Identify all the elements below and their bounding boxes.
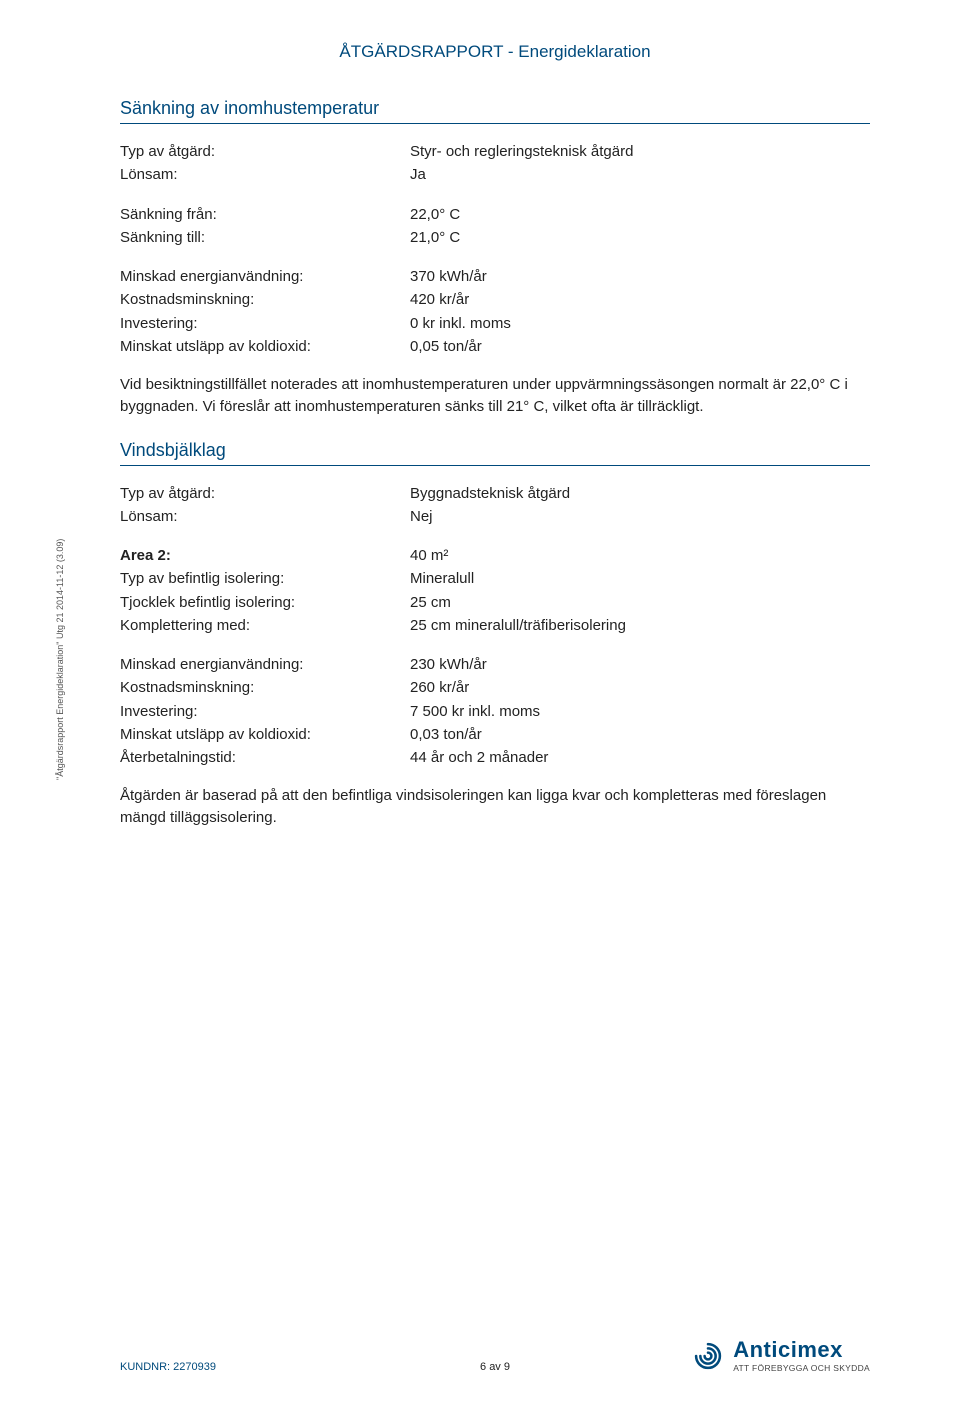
section-body-text: Vid besiktningstillfället noterades att … bbox=[120, 374, 870, 418]
section-sankning: Sänkning av inomhustemperatur Typ av åtg… bbox=[120, 98, 870, 418]
kv-block-2: Sänkning från: 22,0° C Sänkning till: 21… bbox=[120, 203, 870, 250]
kv-label: Minskat utsläpp av koldioxid: bbox=[120, 723, 410, 746]
kv-label: Minskad energianvändning: bbox=[120, 653, 410, 676]
kv-value: Ja bbox=[410, 163, 870, 186]
kv-label: Lönsam: bbox=[120, 505, 410, 528]
kv-row: Area 2: 40 m² bbox=[120, 544, 870, 567]
kv-block-2: Area 2: 40 m² Typ av befintlig isolering… bbox=[120, 544, 870, 637]
kv-row: Komplettering med: 25 cm mineralull/träf… bbox=[120, 614, 870, 637]
kv-row: Kostnadsminskning: 420 kr/år bbox=[120, 288, 870, 311]
kv-row: Sänkning från: 22,0° C bbox=[120, 203, 870, 226]
kv-block-3: Minskad energianvändning: 370 kWh/år Kos… bbox=[120, 265, 870, 358]
kv-value: 25 cm mineralull/träfiberisolering bbox=[410, 614, 870, 637]
section-vindsbjalklag: Vindsbjälklag Typ av åtgärd: Byggnadstek… bbox=[120, 440, 870, 829]
kv-value: 21,0° C bbox=[410, 226, 870, 249]
kv-label: Minskat utsläpp av koldioxid: bbox=[120, 335, 410, 358]
kv-row: Lönsam: Ja bbox=[120, 163, 870, 186]
kv-value: Styr- och regleringsteknisk åtgärd bbox=[410, 140, 870, 163]
kv-value: 0,05 ton/år bbox=[410, 335, 870, 358]
kv-value: 370 kWh/år bbox=[410, 265, 870, 288]
kv-row: Minskad energianvändning: 230 kWh/år bbox=[120, 653, 870, 676]
section-title: Vindsbjälklag bbox=[120, 440, 870, 466]
logo-tagline: ATT FÖREBYGGA OCH SKYDDA bbox=[733, 1363, 870, 1373]
kv-row: Typ av befintlig isolering: Mineralull bbox=[120, 567, 870, 590]
kv-label: Komplettering med: bbox=[120, 614, 410, 637]
kv-label: Lönsam: bbox=[120, 163, 410, 186]
kv-value: Nej bbox=[410, 505, 870, 528]
kv-value: 0 kr inkl. moms bbox=[410, 312, 870, 335]
logo-spiral-icon bbox=[691, 1339, 725, 1373]
kv-label: Kostnadsminskning: bbox=[120, 676, 410, 699]
kv-row: Minskat utsläpp av koldioxid: 0,03 ton/å… bbox=[120, 723, 870, 746]
kv-label: Typ av åtgärd: bbox=[120, 140, 410, 163]
kv-row: Sänkning till: 21,0° C bbox=[120, 226, 870, 249]
kv-label: Sänkning till: bbox=[120, 226, 410, 249]
kv-value: Mineralull bbox=[410, 567, 870, 590]
kv-label: Typ av åtgärd: bbox=[120, 482, 410, 505]
document-page: "Åtgärdsrapport Energideklaration" Utg 2… bbox=[0, 0, 960, 1401]
kv-row: Lönsam: Nej bbox=[120, 505, 870, 528]
logo-text: Anticimex bbox=[733, 1339, 843, 1361]
footer-page-number: 6 av 9 bbox=[480, 1361, 510, 1373]
kv-row: Investering: 0 kr inkl. moms bbox=[120, 312, 870, 335]
kv-label: Sänkning från: bbox=[120, 203, 410, 226]
kv-label: Tjocklek befintlig isolering: bbox=[120, 591, 410, 614]
kv-value: 0,03 ton/år bbox=[410, 723, 870, 746]
kv-label: Investering: bbox=[120, 312, 410, 335]
kv-row: Investering: 7 500 kr inkl. moms bbox=[120, 700, 870, 723]
kv-value: 260 kr/år bbox=[410, 676, 870, 699]
kv-value: 40 m² bbox=[410, 544, 870, 567]
kv-value: 25 cm bbox=[410, 591, 870, 614]
sideways-meta: "Åtgärdsrapport Energideklaration" Utg 2… bbox=[55, 539, 65, 780]
kv-block-1: Typ av åtgärd: Styr- och regleringstekni… bbox=[120, 140, 870, 187]
footer-logo: Anticimex ATT FÖREBYGGA OCH SKYDDA bbox=[691, 1339, 870, 1373]
kv-value: 7 500 kr inkl. moms bbox=[410, 700, 870, 723]
page-footer: KUNDNR: 2270939 6 av 9 Anticimex ATT FÖR… bbox=[120, 1339, 870, 1373]
kv-value: 44 år och 2 månader bbox=[410, 746, 870, 769]
kv-label: Återbetalningstid: bbox=[120, 746, 410, 769]
kv-row: Typ av åtgärd: Byggnadsteknisk åtgärd bbox=[120, 482, 870, 505]
kv-row: Kostnadsminskning: 260 kr/år bbox=[120, 676, 870, 699]
kv-block-1: Typ av åtgärd: Byggnadsteknisk åtgärd Lö… bbox=[120, 482, 870, 529]
footer-customer-number: KUNDNR: 2270939 bbox=[120, 1361, 216, 1373]
kv-label: Kostnadsminskning: bbox=[120, 288, 410, 311]
document-header-title: ÅTGÄRDSRAPPORT - Energideklaration bbox=[120, 42, 870, 62]
kv-row: Minskad energianvändning: 370 kWh/år bbox=[120, 265, 870, 288]
kv-row: Minskat utsläpp av koldioxid: 0,05 ton/å… bbox=[120, 335, 870, 358]
kv-block-3: Minskad energianvändning: 230 kWh/år Kos… bbox=[120, 653, 870, 769]
kv-row: Återbetalningstid: 44 år och 2 månader bbox=[120, 746, 870, 769]
kv-value: 230 kWh/år bbox=[410, 653, 870, 676]
kv-label: Minskad energianvändning: bbox=[120, 265, 410, 288]
kv-row: Tjocklek befintlig isolering: 25 cm bbox=[120, 591, 870, 614]
kv-label: Typ av befintlig isolering: bbox=[120, 567, 410, 590]
section-body-text: Åtgärden är baserad på att den befintlig… bbox=[120, 785, 870, 829]
kv-value: 420 kr/år bbox=[410, 288, 870, 311]
kv-row: Typ av åtgärd: Styr- och regleringstekni… bbox=[120, 140, 870, 163]
kv-label: Area 2: bbox=[120, 544, 410, 567]
kv-value: Byggnadsteknisk åtgärd bbox=[410, 482, 870, 505]
logo-text-wrap: Anticimex ATT FÖREBYGGA OCH SKYDDA bbox=[733, 1339, 870, 1373]
kv-label: Investering: bbox=[120, 700, 410, 723]
kv-value: 22,0° C bbox=[410, 203, 870, 226]
section-title: Sänkning av inomhustemperatur bbox=[120, 98, 870, 124]
